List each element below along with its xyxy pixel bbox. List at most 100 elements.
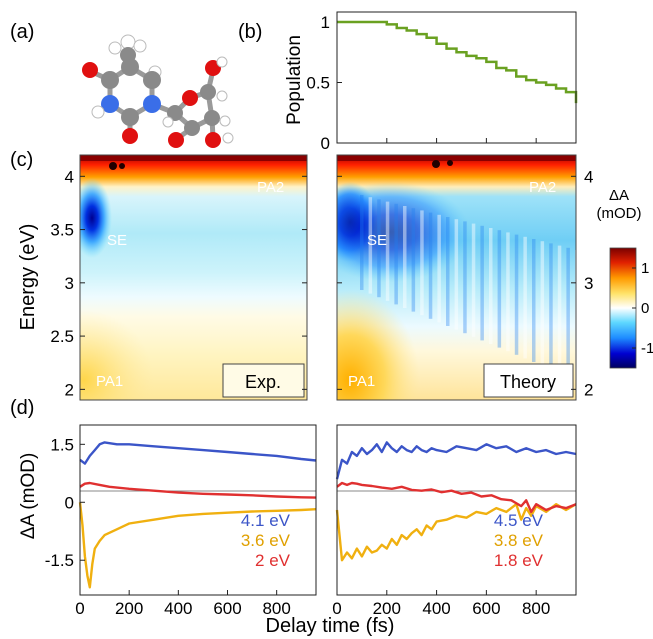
theory-oscillation-stripe (446, 217, 450, 326)
trace-xtick-label: 200 (373, 599, 401, 618)
theory-oscillation-stripe (514, 234, 519, 355)
theory-oscillation-stripe (566, 247, 570, 377)
trace-line (78, 502, 317, 589)
theory-oscillation-stripe (497, 230, 502, 348)
theory-traces-frame (336, 424, 577, 596)
exp-trace-lines (78, 441, 317, 589)
theory-oscillation-stripe (532, 239, 536, 362)
panel-label-d: (d) (10, 397, 34, 419)
panel-label-c: (c) (10, 149, 33, 171)
legend-exp-3: 2 eV (255, 551, 291, 570)
theory-yticks: 2 3 4 (337, 167, 593, 399)
colorbar: ΔA (mOD) 1 0 -1 (597, 187, 653, 369)
trace-xtick-label: 800 (522, 599, 550, 618)
population-plot: Population 0 0.5 1 (284, 11, 578, 153)
trace-ytick-label: 0 (65, 493, 74, 512)
trace-xtick-label: 200 (115, 599, 143, 618)
theory-oscillation-stripe (437, 214, 441, 323)
population-ytick-label: 0.5 (306, 74, 330, 93)
exp-se-label: SE (107, 232, 127, 249)
trace-xtick-label: 0 (75, 599, 84, 618)
legend-theory-2: 3.8 eV (494, 531, 544, 550)
theory-trace-ticks: 0 200 400 600 800 (332, 590, 550, 618)
theory-oscillation-stripe (360, 195, 364, 290)
theory-heatmap: PA2 SE PA1 Theory 2 3 4 (336, 154, 593, 401)
trace-line (336, 481, 577, 514)
theory-oscillation-stripe (463, 221, 467, 334)
theory-oscillation-stripe (420, 210, 424, 316)
theory-oscillation-stripe (368, 197, 373, 294)
heatmap-ytick-label: 3.5 (50, 221, 74, 240)
heatmap-ytick-label: 3 (584, 274, 593, 293)
theory-oscillation-stripe (454, 219, 459, 330)
population-ytick-label: 1 (321, 13, 330, 32)
exp-box-label: Exp. (245, 372, 281, 392)
colorbar-ticks: 1 0 -1 (632, 260, 653, 357)
trace-xtick-label: 0 (332, 599, 341, 618)
exp-pa2-label: PA2 (257, 179, 284, 196)
heatmap-ytick-label: 3 (65, 274, 74, 293)
heatmap-ytick-label: 2 (65, 380, 74, 399)
exp-box (222, 363, 305, 398)
theory-oscillation-stripe (411, 208, 416, 312)
legend-theory-1: 4.5 eV (494, 511, 544, 530)
exp-traces-plot: ΔA (mOD) 0 200 400 600 800 1.5 0 -1.5 4.1 eV 3.… (18, 424, 317, 618)
colorbar-title: ΔA (609, 187, 629, 204)
trace-line (79, 441, 317, 465)
trace-xtick-label: 400 (164, 599, 192, 618)
exp-yticks: 2 2.5 3 3.5 4 (50, 167, 307, 399)
trace-line (335, 441, 577, 480)
colorbar-tick-label: 0 (641, 300, 649, 317)
energy-ylabel: Energy (eV) (17, 224, 39, 331)
theory-box (483, 363, 574, 398)
legend-exp-2: 3.6 eV (241, 531, 291, 550)
legend-exp-1: 4.1 eV (241, 511, 291, 530)
population-axes-frame (336, 11, 577, 144)
trace-xtick-label: 400 (422, 599, 450, 618)
theory-oscillation-stripe (385, 201, 390, 301)
theory-heatmap-frame (336, 154, 577, 401)
panel-label-b: (b) (238, 21, 262, 43)
population-ylabel: Population (284, 35, 305, 125)
legend-theory-3: 1.8 eV (494, 551, 544, 570)
theory-traces-plot: 0 200 400 600 800 4.5 eV 3.8 eV 1.8 eV (332, 424, 577, 618)
exp-pa1-label: PA1 (96, 373, 123, 390)
trace-line (335, 503, 577, 562)
population-ytick-label: 0 (321, 134, 330, 153)
exp-heatmap: PA2 SE PA1 Exp. Energy (eV) 2 2.5 3 3.5 4 (17, 154, 308, 401)
colorbar-unit: (mOD) (597, 205, 642, 222)
theory-oscillation-stripe (549, 243, 553, 370)
trace-ytick-label: 1.5 (50, 435, 74, 454)
trace-xtick-label: 600 (213, 599, 241, 618)
theory-oscillation-stripe (489, 228, 493, 344)
theory-oscillation-stripe (480, 225, 484, 341)
exp-traces-frame (79, 424, 317, 596)
theory-oscillation-stripe (471, 223, 476, 337)
molecule-image (82, 34, 234, 148)
exp-trace-ticks: 0 200 400 600 800 1.5 0 -1.5 (45, 435, 291, 618)
theory-pa1-label: PA1 (348, 373, 375, 390)
theory-oscillation-stripe (394, 203, 398, 305)
theory-oscillation-stripe (540, 241, 545, 366)
trace-xtick-label: 600 (472, 599, 500, 618)
exp-heatmap-frame (79, 154, 308, 401)
theory-pa2-label: PA2 (529, 179, 556, 196)
heatmap-ytick-label: 4 (65, 167, 74, 186)
theory-oscillation-stripe (428, 212, 433, 319)
panel-label-a: (a) (10, 21, 34, 43)
theory-trace-lines (335, 441, 577, 562)
trace-ytick-label: -1.5 (45, 551, 74, 570)
heatmap-ytick-label: 4 (584, 167, 593, 186)
theory-oscillation-stripe (377, 199, 381, 298)
population-line (337, 20, 578, 104)
deltaA-ylabel: ΔA (mOD) (18, 453, 39, 540)
colorbar-tick-label: 1 (641, 260, 649, 277)
heatmap-ytick-label: 2.5 (50, 327, 74, 346)
theory-oscillation-stripe (403, 206, 407, 308)
trace-xtick-label: 800 (262, 599, 290, 618)
theory-oscillation-stripe (506, 232, 510, 352)
trace-line (79, 481, 317, 499)
colorbar-tick-label: -1 (641, 340, 653, 357)
heatmap-ytick-label: 2 (584, 380, 593, 399)
theory-oscillation-stripe (557, 245, 562, 373)
